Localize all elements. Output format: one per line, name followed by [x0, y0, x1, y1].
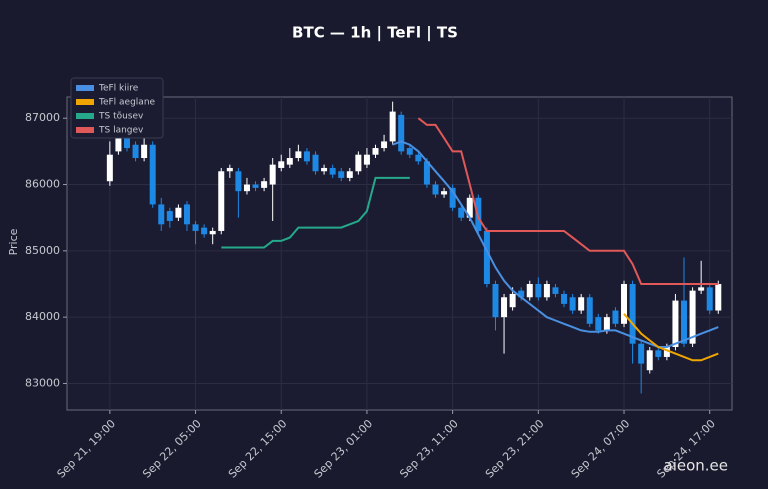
candle-body — [183, 204, 190, 225]
candle-body — [441, 191, 448, 195]
candle-body — [398, 114, 405, 152]
candle-body — [329, 167, 336, 175]
candle-body — [166, 211, 173, 222]
candle-body — [689, 290, 696, 344]
candle-body — [638, 343, 645, 364]
candle-body — [578, 297, 585, 311]
legend-swatch — [76, 127, 94, 133]
candle-body — [338, 171, 345, 178]
watermark: aieon.ee — [664, 457, 729, 475]
legend-swatch — [76, 99, 94, 105]
y-tick-label: 83000 — [25, 376, 60, 389]
indicator-line — [392, 140, 719, 348]
legend-swatch — [76, 85, 94, 91]
candle-body — [406, 148, 413, 155]
candle-body — [372, 148, 379, 155]
candle-body — [706, 287, 713, 311]
candle-body — [132, 144, 139, 159]
legend-box — [70, 77, 164, 139]
candle-body — [415, 154, 422, 162]
candle-body — [286, 158, 293, 165]
candle-body — [141, 144, 148, 159]
candle-body — [603, 317, 610, 331]
candle-body — [389, 111, 396, 142]
candle-body — [209, 230, 216, 235]
candle-body — [423, 161, 430, 185]
candle-body — [526, 284, 533, 298]
candle-body — [449, 187, 456, 208]
y-tick-label: 85000 — [25, 244, 60, 257]
legend-label: TeFl kiire — [98, 84, 139, 94]
candle-body — [483, 230, 490, 285]
candle-body — [621, 284, 628, 324]
y-tick-label: 86000 — [25, 178, 60, 191]
candle-body — [312, 154, 319, 172]
candle-body — [663, 347, 670, 357]
candle-body — [612, 310, 619, 324]
candle-body — [235, 171, 242, 192]
candle-body — [715, 284, 722, 311]
candle-body — [543, 284, 550, 298]
candle-body — [629, 284, 636, 344]
indicator-line — [623, 313, 719, 362]
candle-body — [201, 227, 208, 235]
candle-body — [303, 151, 310, 162]
candle-body — [561, 293, 568, 304]
candle-body — [261, 181, 268, 188]
candle-body — [218, 171, 225, 231]
candle-body — [278, 161, 285, 168]
candle-body — [346, 171, 353, 178]
candle-body — [586, 297, 593, 324]
candle-body — [698, 287, 705, 291]
candle-body — [115, 128, 122, 152]
candle-body — [552, 287, 559, 294]
candle-body — [535, 284, 542, 298]
y-tick-label: 84000 — [25, 310, 60, 323]
candle-body — [381, 141, 388, 149]
candle-body — [466, 197, 473, 218]
candle-body — [243, 184, 250, 192]
legend: TeFl kiire TeFl aeglane TS tõusev TS langev — [70, 77, 164, 139]
candle-body — [501, 297, 508, 318]
legend-label: TeFl aeglane — [98, 98, 156, 108]
candle-body — [646, 350, 653, 371]
candle-body — [595, 317, 602, 331]
candle-body — [269, 164, 276, 185]
candle-body — [226, 167, 233, 172]
candle-body — [518, 290, 525, 298]
indicator-line — [221, 176, 410, 249]
candle-body — [175, 207, 182, 218]
candle-body — [569, 297, 576, 311]
legend-label: TS tõusev — [98, 112, 144, 122]
candle-body — [458, 207, 465, 218]
y-tick-label: 87000 — [25, 111, 60, 124]
legend-swatch — [76, 113, 94, 119]
candle-body — [672, 300, 679, 348]
y-axis-label: Price — [7, 228, 20, 255]
candle-body — [149, 144, 156, 205]
candle-body — [681, 300, 688, 344]
candle-body — [509, 293, 516, 308]
candle-body — [363, 154, 370, 165]
candle-body — [158, 204, 165, 225]
candle-body — [192, 224, 199, 231]
indicator-line — [417, 117, 719, 285]
candle-body — [295, 151, 302, 159]
candle-body — [655, 350, 662, 357]
legend-label: TS langev — [98, 126, 144, 136]
candle-body — [492, 284, 499, 318]
candle-body — [321, 167, 328, 172]
candle-body — [252, 184, 259, 188]
chart-title: BTC — 1h | TeFl | TS — [292, 24, 458, 43]
candle-body — [106, 154, 113, 182]
candle-body — [432, 184, 439, 195]
candle-body — [355, 154, 362, 172]
